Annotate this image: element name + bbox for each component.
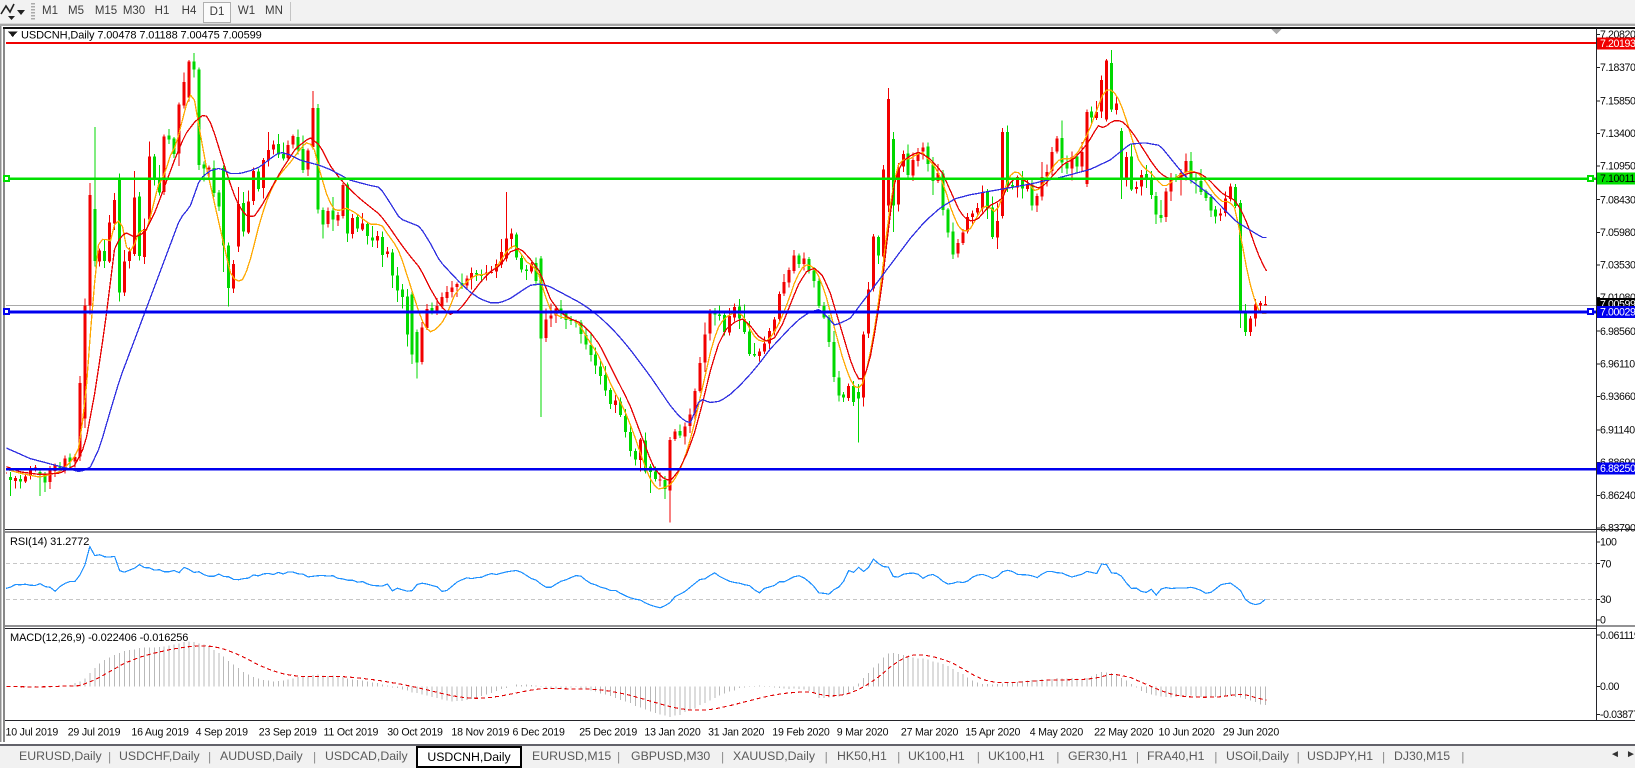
svg-text:27 Mar 2020: 27 Mar 2020 bbox=[901, 727, 959, 739]
svg-text:7.13400: 7.13400 bbox=[1600, 128, 1635, 140]
svg-text:9 Mar 2020: 9 Mar 2020 bbox=[837, 727, 889, 739]
svg-text:RSI(14) 31.2772: RSI(14) 31.2772 bbox=[10, 536, 89, 548]
svg-text:4 Sep 2019: 4 Sep 2019 bbox=[196, 727, 249, 739]
svg-text:10 Jul 2019: 10 Jul 2019 bbox=[6, 727, 59, 739]
svg-text:10 Jun 2020: 10 Jun 2020 bbox=[1159, 727, 1215, 739]
svg-text:25 Dec 2019: 25 Dec 2019 bbox=[579, 727, 637, 739]
svg-text:30: 30 bbox=[1600, 594, 1611, 606]
svg-text:29 Jun 2020: 29 Jun 2020 bbox=[1223, 727, 1279, 739]
svg-text:23 Sep 2019: 23 Sep 2019 bbox=[259, 727, 317, 739]
svg-text:7.05980: 7.05980 bbox=[1600, 227, 1635, 239]
svg-text:6 Dec 2019: 6 Dec 2019 bbox=[513, 727, 565, 739]
svg-text:100: 100 bbox=[1600, 537, 1617, 549]
svg-text:7.10950: 7.10950 bbox=[1600, 161, 1635, 173]
svg-text:0.00: 0.00 bbox=[1600, 681, 1620, 693]
svg-text:70: 70 bbox=[1600, 558, 1611, 570]
svg-text:6.91140: 6.91140 bbox=[1600, 425, 1635, 437]
svg-text:0: 0 bbox=[1600, 615, 1606, 627]
svg-text:-0.0387770: -0.0387770 bbox=[1600, 709, 1635, 721]
svg-text:16 Aug 2019: 16 Aug 2019 bbox=[131, 727, 189, 739]
svg-text:7.08430: 7.08430 bbox=[1600, 194, 1635, 206]
svg-text:22 May 2020: 22 May 2020 bbox=[1094, 727, 1153, 739]
svg-text:MACD(12,26,9) -0.022406 -0.016: MACD(12,26,9) -0.022406 -0.016256 bbox=[10, 632, 188, 644]
svg-text:19 Feb 2020: 19 Feb 2020 bbox=[772, 727, 830, 739]
svg-text:6.83790: 6.83790 bbox=[1600, 523, 1635, 535]
svg-text:7.00029: 7.00029 bbox=[1600, 306, 1635, 318]
svg-text:29 Jul 2019: 29 Jul 2019 bbox=[68, 727, 121, 739]
svg-text:31 Jan 2020: 31 Jan 2020 bbox=[708, 727, 764, 739]
svg-text:7.18370: 7.18370 bbox=[1600, 62, 1635, 74]
svg-text:6.93660: 6.93660 bbox=[1600, 391, 1635, 403]
svg-text:13 Jan 2020: 13 Jan 2020 bbox=[644, 727, 700, 739]
svg-text:6.98560: 6.98560 bbox=[1600, 326, 1635, 338]
svg-text:6.86240: 6.86240 bbox=[1600, 490, 1635, 502]
svg-text:30 Oct 2019: 30 Oct 2019 bbox=[387, 727, 443, 739]
svg-text:15 Apr 2020: 15 Apr 2020 bbox=[965, 727, 1020, 739]
svg-text:6.96110: 6.96110 bbox=[1600, 358, 1635, 370]
svg-text:7.15850: 7.15850 bbox=[1600, 96, 1635, 108]
svg-text:11 Oct 2019: 11 Oct 2019 bbox=[324, 727, 379, 739]
svg-text:18 Nov 2019: 18 Nov 2019 bbox=[451, 727, 509, 739]
svg-text:6.88250: 6.88250 bbox=[1600, 463, 1635, 475]
svg-text:4 May 2020: 4 May 2020 bbox=[1030, 727, 1084, 739]
svg-text:7.03530: 7.03530 bbox=[1600, 260, 1635, 272]
svg-text:7.20193: 7.20193 bbox=[1600, 38, 1635, 50]
svg-text:0.0611195: 0.0611195 bbox=[1600, 630, 1635, 642]
svg-text:USDCNH,Daily 7.00478 7.01188: USDCNH,Daily 7.00478 7.01188 7.00475 7.0… bbox=[21, 30, 262, 42]
svg-text:7.10011: 7.10011 bbox=[1600, 173, 1635, 185]
